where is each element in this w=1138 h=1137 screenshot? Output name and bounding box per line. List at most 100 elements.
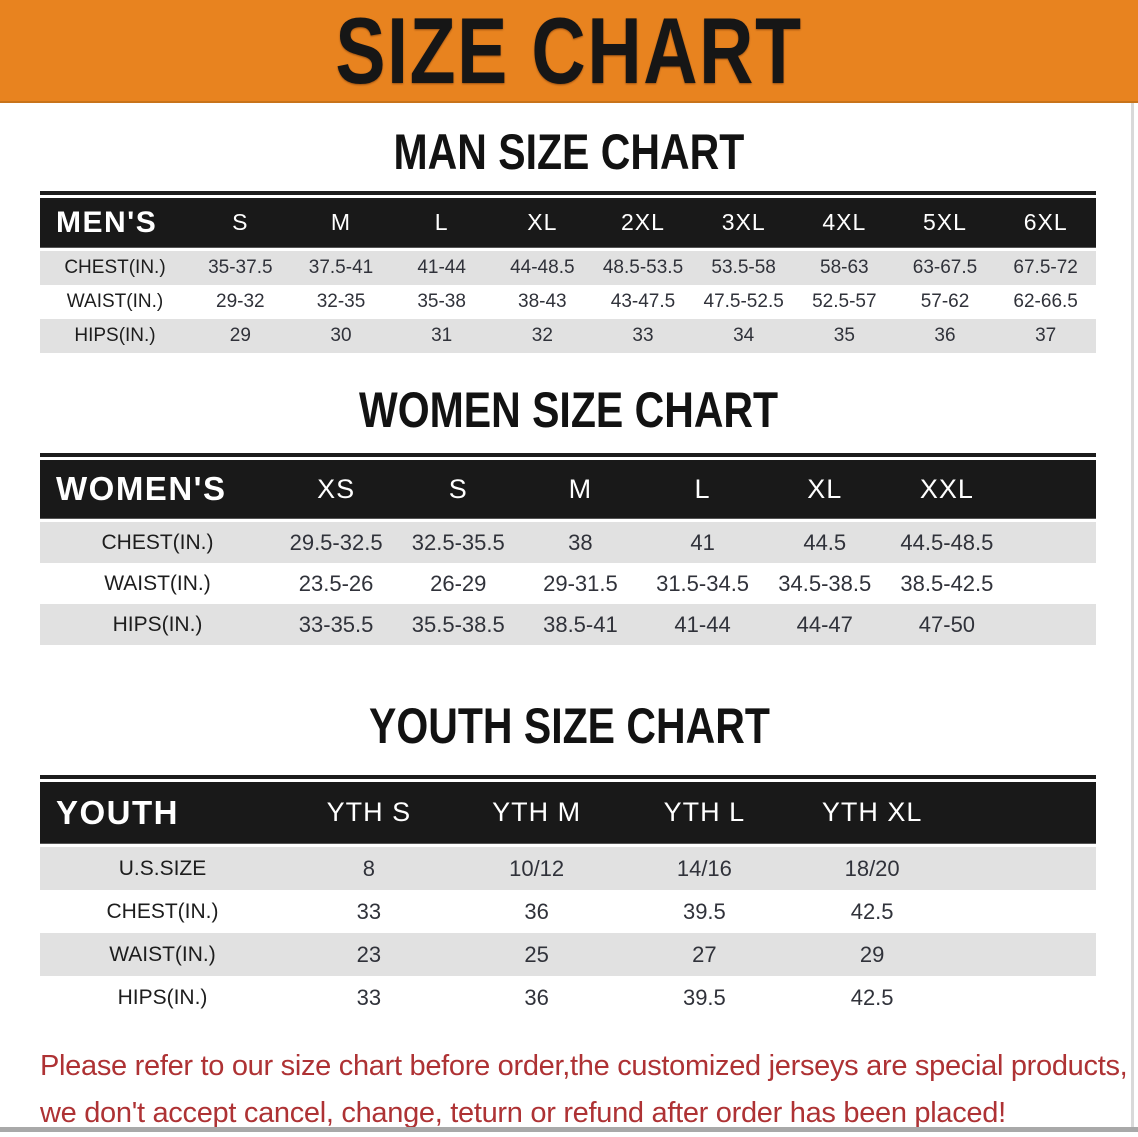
size-value-cell: 41 — [690, 529, 715, 555]
table-header-row: MEN'S S M L XL 2XL 3XL 4XL 5XL 6XL — [40, 198, 1096, 247]
youth-size-title: YOUTH SIZE CHART — [0, 701, 1138, 751]
size-value-cell: 44-47 — [796, 611, 853, 637]
size-value-cell: 36 — [524, 984, 549, 1010]
size-value-cell: 29.5-32.5 — [289, 529, 383, 555]
size-column-header: YTH S — [326, 797, 412, 827]
size-column-header: XS — [317, 473, 356, 504]
size-value-cell: 63-67.5 — [912, 257, 978, 278]
size-value-cell: 35.5-38.5 — [411, 611, 505, 637]
size-value-cell: 37 — [1035, 325, 1057, 346]
size-column-header: YTH XL — [821, 797, 923, 827]
size-value-cell: 44.5 — [803, 529, 847, 555]
size-column-header: YTH L — [663, 797, 746, 827]
size-value-cell: 43-47.5 — [610, 291, 676, 312]
size-value-cell: 57-62 — [920, 291, 970, 312]
row-label: WAIST(IN.) — [109, 942, 216, 966]
man-size-section: MAN SIZE CHART MEN'S S M L XL 2XL 3XL 4XL 5XL 6XL… — [0, 127, 1138, 353]
size-column-header: M — [568, 473, 593, 504]
table-header-row: YOUTH YTH S YTH M YTH L YTH XL — [40, 782, 1096, 843]
size-value-cell: 33 — [356, 984, 382, 1010]
bottom-edge-strip — [0, 1127, 1138, 1132]
size-value-cell: 38 — [568, 529, 593, 555]
size-value-cell: 38-43 — [518, 291, 567, 312]
banner-title: SIZE CHART — [335, 0, 803, 103]
size-column-header: 6XL — [1023, 209, 1068, 235]
women-size-section: WOMEN SIZE CHART WOMEN'S XS S M L XL XXL CHEST(… — [0, 385, 1138, 645]
size-value-cell: 44-48.5 — [510, 257, 575, 278]
size-value-cell: 37.5-41 — [308, 257, 374, 278]
size-value-cell: 47.5-52.5 — [703, 291, 784, 312]
youth-size-section: YOUTH SIZE CHART YOUTH YTH S YTH M YTH L YTH… — [0, 701, 1138, 1019]
size-value-cell: 39.5 — [682, 984, 726, 1010]
size-value-cell: 29 — [229, 325, 251, 346]
size-value-cell: 25 — [524, 941, 549, 967]
size-value-cell: 32 — [531, 325, 553, 346]
size-column-header: XL — [527, 209, 558, 235]
size-column-header: 4XL — [822, 209, 867, 235]
size-value-cell: 23.5-26 — [298, 570, 374, 596]
table-row: CHEST(IN.) 29.5-32.5 32.5-35.5 38 41 44.5 44.5… — [40, 522, 1096, 563]
size-value-cell: 8 — [362, 855, 375, 881]
size-value-cell: 35-37.5 — [208, 257, 273, 278]
table-group-label: MEN'S — [56, 205, 158, 239]
size-chart-banner: SIZE CHART — [0, 0, 1138, 103]
size-value-cell: 44.5-48.5 — [900, 529, 994, 555]
size-value-cell: 42.5 — [850, 898, 894, 924]
women-size-table: WOMEN'S XS S M L XL XXL CHEST(IN.) 29.5-32.5 32.5… — [40, 453, 1096, 645]
size-column-header: XL — [807, 473, 843, 504]
women-size-title-text: WOMEN SIZE CHART — [359, 382, 779, 438]
table-row: WAIST(IN.) 23.5-26 26-29 29-31.5 31.5-34.5 34… — [40, 563, 1096, 604]
size-value-cell: 47-50 — [918, 611, 976, 637]
size-value-cell: 58-63 — [820, 257, 869, 278]
size-value-cell: 18/20 — [844, 855, 900, 881]
row-label: WAIST(IN.) — [66, 291, 164, 312]
table-row: CHEST(IN.) 33 36 39.5 42.5 — [40, 890, 1096, 933]
size-value-cell: 48.5-53.5 — [602, 257, 684, 278]
size-value-cell: 33 — [356, 898, 382, 924]
size-column-header: S — [232, 209, 249, 235]
size-column-header: 5XL — [923, 209, 967, 235]
size-value-cell: 42.5 — [850, 984, 894, 1010]
table-row: HIPS(IN.) 33 36 39.5 42.5 — [40, 976, 1096, 1019]
size-value-cell: 32-35 — [316, 291, 366, 312]
table-row: HIPS(IN.) 33-35.5 35.5-38.5 38.5-41 41-44 44-… — [40, 604, 1096, 645]
size-value-cell: 38.5-41 — [543, 611, 618, 637]
row-label: WAIST(IN.) — [104, 571, 211, 595]
size-value-cell: 67.5-72 — [1013, 257, 1078, 278]
youth-size-title-text: YOUTH SIZE CHART — [368, 698, 770, 754]
size-value-cell: 53.5-58 — [711, 257, 776, 278]
size-value-cell: 36 — [934, 325, 956, 346]
size-value-cell: 29 — [859, 941, 885, 967]
table-header-row: WOMEN'S XS S M L XL XXL — [40, 460, 1096, 518]
man-size-title-text: MAN SIZE CHART — [393, 124, 745, 180]
man-size-table: MEN'S S M L XL 2XL 3XL 4XL 5XL 6XL CHEST(IN.) 35-37… — [40, 191, 1096, 353]
size-value-cell: 29-31.5 — [543, 570, 618, 596]
man-size-title: MAN SIZE CHART — [0, 127, 1138, 177]
table-row: U.S.SIZE 8 10/12 14/16 18/20 — [40, 847, 1096, 890]
table-row: HIPS(IN.) 29 30 31 32 33 34 35 36 37 — [40, 319, 1096, 353]
size-value-cell: 35-38 — [417, 291, 466, 312]
size-value-cell: 34 — [733, 325, 755, 346]
table-row: WAIST(IN.) 29-32 32-35 35-38 38-43 43-47.5 47.… — [40, 285, 1096, 319]
size-value-cell: 39.5 — [682, 898, 726, 924]
size-column-header: 3XL — [721, 209, 766, 235]
size-value-cell: 62-66.5 — [1013, 291, 1078, 312]
right-edge-strip — [1131, 103, 1134, 1127]
size-column-header: L — [694, 473, 711, 504]
size-column-header: YTH M — [492, 797, 582, 827]
size-value-cell: 36 — [524, 898, 549, 924]
size-value-cell: 30 — [330, 325, 352, 346]
row-label: HIPS(IN.) — [117, 985, 208, 1009]
disclaimer-text: Please refer to our size chart before or… — [40, 1043, 1128, 1137]
size-value-cell: 33 — [632, 325, 654, 346]
row-label: HIPS(IN.) — [74, 325, 156, 346]
size-value-cell: 27 — [692, 941, 717, 967]
table-group-label: WOMEN'S — [56, 470, 227, 507]
size-value-cell: 29-32 — [216, 291, 265, 312]
women-size-title: WOMEN SIZE CHART — [0, 385, 1138, 435]
size-value-cell: 31 — [431, 325, 453, 346]
size-value-cell: 38.5-42.5 — [900, 570, 994, 596]
size-value-cell: 31.5-34.5 — [656, 570, 750, 596]
row-label: CHEST(IN.) — [106, 899, 219, 923]
table-row: WAIST(IN.) 23 25 27 29 — [40, 933, 1096, 976]
